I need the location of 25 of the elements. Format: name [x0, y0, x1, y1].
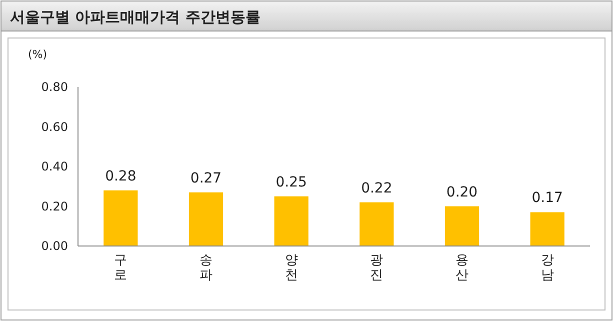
bar [188, 192, 224, 246]
x-tick-label: 용산 [456, 253, 468, 283]
bar [104, 190, 138, 246]
y-tick-label: 0.00 [41, 239, 68, 254]
bar [530, 212, 564, 246]
data-label: 0.28 [105, 168, 136, 184]
x-tick-label: 강남 [540, 253, 554, 283]
y-tick-label: 0.80 [41, 80, 68, 94]
y-tick-label: 0.20 [41, 199, 68, 214]
bar [444, 206, 480, 246]
x-tick-label: 송파 [200, 253, 212, 283]
x-tick-label: 양천 [284, 253, 298, 283]
bar [274, 196, 308, 246]
chart-title: 서울구별 아파트매매가격 주간변동률 [10, 8, 260, 26]
data-label: 0.17 [532, 190, 563, 206]
bar [360, 202, 394, 246]
x-tick-label: 광진 [370, 253, 384, 283]
y-tick-label: 0.60 [41, 120, 68, 134]
data-label: 0.22 [361, 180, 392, 196]
x-tick-label: 구로 [114, 253, 128, 283]
y-axis-title: (%) [28, 48, 48, 61]
data-label: 0.20 [446, 184, 478, 200]
y-tick-label: 0.40 [41, 160, 68, 174]
data-label: 0.27 [190, 170, 222, 186]
data-label: 0.25 [276, 174, 307, 190]
